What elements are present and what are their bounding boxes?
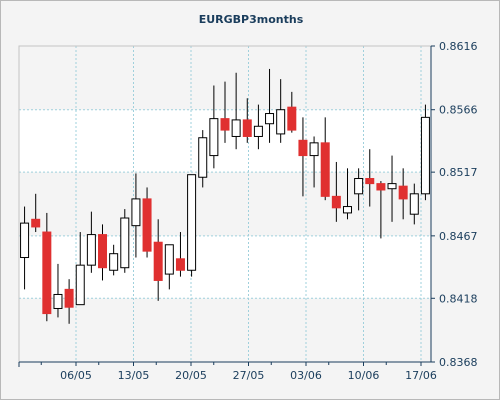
y-tick-label: 0.8616	[439, 40, 478, 53]
candle-body-up	[198, 137, 208, 178]
x-tick-label: 27/05	[233, 369, 265, 382]
candle-body-up	[187, 174, 197, 271]
y-tick-label: 0.8368	[439, 356, 478, 369]
candle-body-down	[42, 231, 52, 315]
candle-body-down	[365, 178, 375, 185]
candle-body-down	[398, 185, 408, 200]
candle-body-down	[298, 139, 308, 157]
candle-body-down	[220, 118, 230, 131]
candle-body-up	[409, 193, 419, 215]
candle-body-up	[309, 142, 319, 157]
plot-band	[19, 298, 431, 362]
axes: 0.8368 0.8418 0.8467 0.8517 0.8566 0.8616 06/0…	[18, 40, 478, 382]
candle-body-up	[253, 125, 263, 137]
candle-body-up	[209, 118, 219, 157]
y-tick-label: 0.8566	[439, 104, 478, 117]
candle-body-down	[98, 234, 108, 269]
candle-body-up	[231, 119, 241, 137]
x-tick-label: 20/05	[175, 369, 207, 382]
candle-body-down	[331, 195, 341, 209]
candle-body-down	[175, 258, 185, 271]
y-tick-label: 0.8467	[439, 230, 478, 243]
candle-body-up	[164, 244, 174, 275]
x-tick-label: 06/05	[60, 369, 92, 382]
candle-body-down	[376, 183, 386, 191]
candle-body-down	[64, 288, 74, 308]
candle-body-down	[31, 218, 41, 228]
candle-body-up	[75, 264, 85, 306]
candle-body-up	[120, 217, 130, 269]
y-tick-label: 0.8418	[439, 292, 478, 305]
candle-body-down	[242, 119, 252, 137]
candle-body-up	[53, 293, 63, 309]
x-tick-label: 03/06	[290, 369, 322, 382]
candle-body-up	[86, 234, 96, 266]
candle-body-up	[387, 183, 397, 190]
candle-body-up	[131, 198, 141, 227]
candle-body-up	[342, 206, 352, 214]
candle-body-up	[354, 178, 364, 195]
candles-group	[20, 68, 430, 324]
candle-body-down	[287, 106, 297, 131]
x-tick-label: 17/06	[405, 369, 437, 382]
chart-title: EURGBP3months	[199, 13, 304, 26]
candle-body-up	[265, 113, 275, 125]
y-tick-label: 0.8517	[439, 166, 478, 179]
candle-body-up	[20, 222, 30, 259]
candle-body-down	[153, 241, 163, 281]
candle-body-up	[276, 109, 286, 135]
candle-body-down	[142, 198, 152, 252]
candle-body-down	[320, 142, 330, 197]
candle-body-up	[109, 253, 119, 271]
candle-body-up	[420, 116, 430, 195]
x-tick-label: 10/06	[348, 369, 380, 382]
x-tick-label: 13/05	[118, 369, 150, 382]
